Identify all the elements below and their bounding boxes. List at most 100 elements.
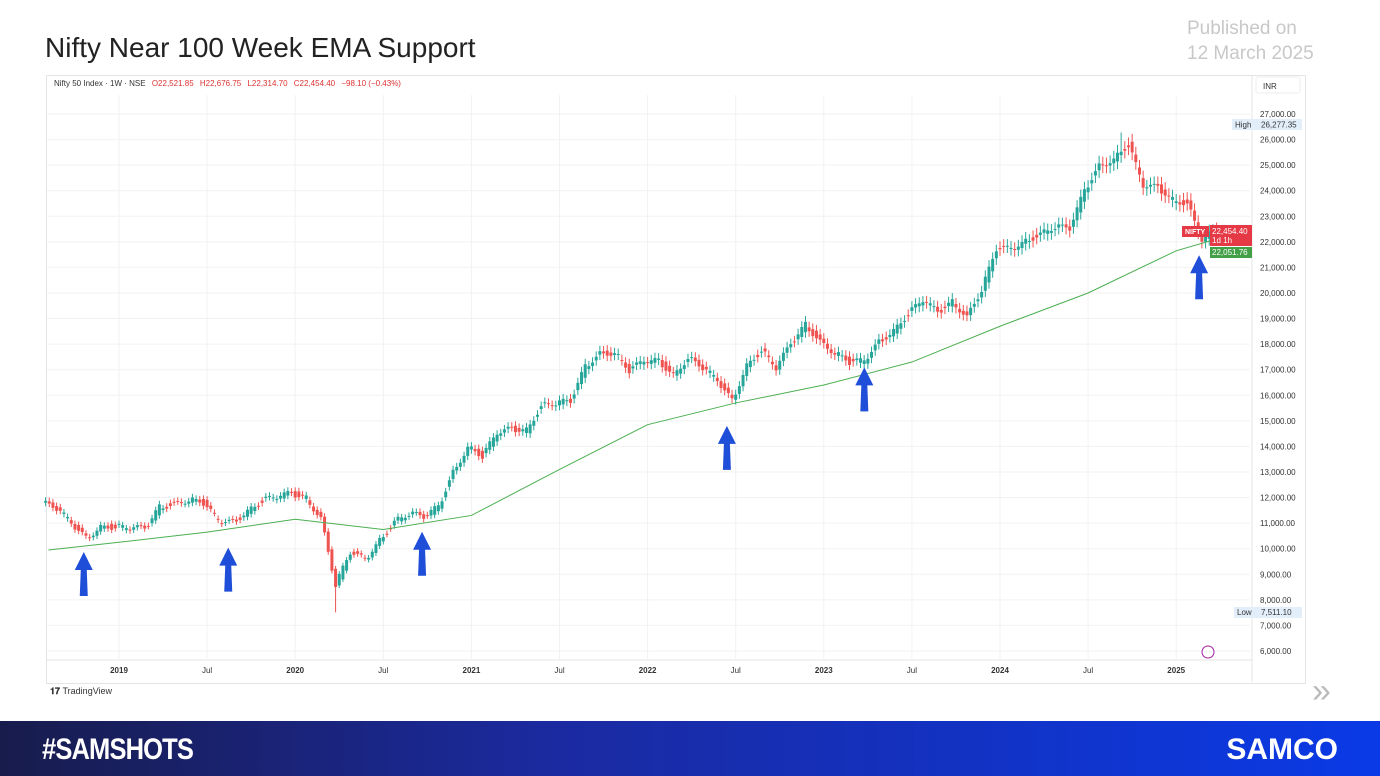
- candle-body: [899, 323, 903, 329]
- candle-body: [914, 304, 918, 308]
- candle-body: [458, 462, 462, 467]
- candle-body: [469, 446, 473, 450]
- candle-body: [965, 311, 969, 316]
- candle-body: [1178, 202, 1182, 205]
- candle-body: [796, 334, 800, 340]
- candle-body: [829, 349, 833, 354]
- candle-body: [1024, 238, 1028, 244]
- y-tick-label: 11,000.00: [1260, 519, 1296, 528]
- candle-body: [558, 400, 561, 406]
- candle-body: [1204, 234, 1208, 242]
- candle-body: [1119, 151, 1123, 156]
- candle-body: [693, 357, 697, 362]
- candle-body: [47, 501, 51, 504]
- candle-body: [315, 509, 319, 516]
- candle-body: [741, 375, 745, 387]
- candle-body: [1174, 201, 1178, 203]
- candle-body: [411, 511, 415, 515]
- candle-body: [359, 553, 363, 555]
- candle-body: [803, 321, 807, 333]
- candle-body: [1193, 210, 1197, 221]
- candle-body: [51, 502, 55, 508]
- x-tick-label: Jul: [907, 666, 917, 675]
- candle-body: [69, 520, 73, 524]
- y-tick-label: 23,000.00: [1260, 212, 1296, 221]
- candle-body: [524, 427, 528, 433]
- candle-body: [429, 509, 433, 516]
- candle-body: [506, 426, 510, 429]
- candle-body: [807, 327, 811, 332]
- footer-banner: #SAMSHOTS SAMCO: [0, 721, 1380, 776]
- candle-body: [550, 405, 554, 407]
- candle-body: [165, 506, 169, 509]
- candle-body: [866, 358, 870, 364]
- candle-body: [253, 506, 257, 512]
- y-tick-label: 25,000.00: [1260, 161, 1296, 170]
- ema-price: 22,051.76: [1212, 248, 1248, 257]
- candle-body: [510, 426, 514, 428]
- candle-body: [455, 466, 459, 471]
- chart-area[interactable]: [46, 75, 1306, 684]
- candle-body: [513, 425, 517, 433]
- currency-box: [1255, 76, 1301, 94]
- candle-body: [983, 276, 987, 291]
- candle-body: [223, 522, 227, 524]
- candle-body: [998, 248, 1002, 250]
- y-tick-label: 22,000.00: [1260, 238, 1296, 247]
- candle-body: [517, 427, 521, 432]
- candle-body: [462, 455, 466, 463]
- brand-logo: SAMCO: [1226, 733, 1338, 766]
- candle-body: [146, 525, 150, 527]
- arrow-up-icon: [74, 551, 93, 596]
- candle-body: [969, 307, 973, 316]
- candle-body: [539, 406, 543, 410]
- candle-body: [664, 361, 668, 371]
- y-tick-label: 14,000.00: [1260, 442, 1296, 451]
- candle-body: [1009, 247, 1013, 249]
- candle-body: [613, 353, 617, 356]
- y-tick-label: 24,000.00: [1260, 187, 1296, 196]
- open-value: O22,521.85: [151, 79, 194, 88]
- tradingview-logo: 𝟏𝟕 TradingView: [50, 686, 113, 696]
- candle-body: [245, 509, 249, 517]
- arrow-up-icon: [717, 425, 736, 470]
- x-tick-label: 2020: [286, 666, 304, 675]
- candle-body: [888, 334, 892, 338]
- candle-body: [546, 403, 550, 405]
- lightning-icon: [1201, 645, 1215, 659]
- candle-body: [73, 523, 77, 530]
- candle-body: [312, 506, 316, 512]
- candle-body: [356, 551, 360, 554]
- candle-body: [881, 339, 885, 342]
- candle-body: [1079, 196, 1083, 213]
- candle-body: [1097, 163, 1101, 171]
- candle-body: [337, 573, 341, 586]
- ema-price-tag: [1210, 247, 1252, 258]
- candle-body: [161, 508, 165, 511]
- candle-body: [194, 498, 198, 502]
- x-tick-label: Jul: [378, 666, 388, 675]
- candle-body: [249, 506, 253, 514]
- candle-body: [422, 514, 426, 519]
- candle-body: [811, 329, 815, 337]
- x-tick-label: Jul: [554, 666, 564, 675]
- candle-body: [591, 362, 595, 366]
- candle-body: [994, 251, 998, 259]
- candle-body: [297, 491, 301, 498]
- candle-body: [620, 359, 624, 361]
- candle-body: [635, 362, 639, 365]
- candle-body: [1013, 248, 1017, 251]
- candle-body: [778, 360, 782, 370]
- candle-body: [646, 362, 650, 364]
- candlestick-chart: 27,000.00 26,000.00 25,000.00 24,000.00 23,0…: [44, 76, 1302, 682]
- candle-body: [1126, 145, 1130, 148]
- candle-body: [1090, 180, 1094, 184]
- candle-body: [1185, 199, 1189, 204]
- chevron-right-icon[interactable]: »: [1312, 672, 1331, 710]
- candle-body: [341, 565, 345, 580]
- candle-body: [675, 370, 679, 376]
- candle-body: [113, 524, 117, 529]
- candle-body: [271, 497, 275, 499]
- candle-body: [484, 447, 488, 454]
- candle-body: [1002, 245, 1006, 247]
